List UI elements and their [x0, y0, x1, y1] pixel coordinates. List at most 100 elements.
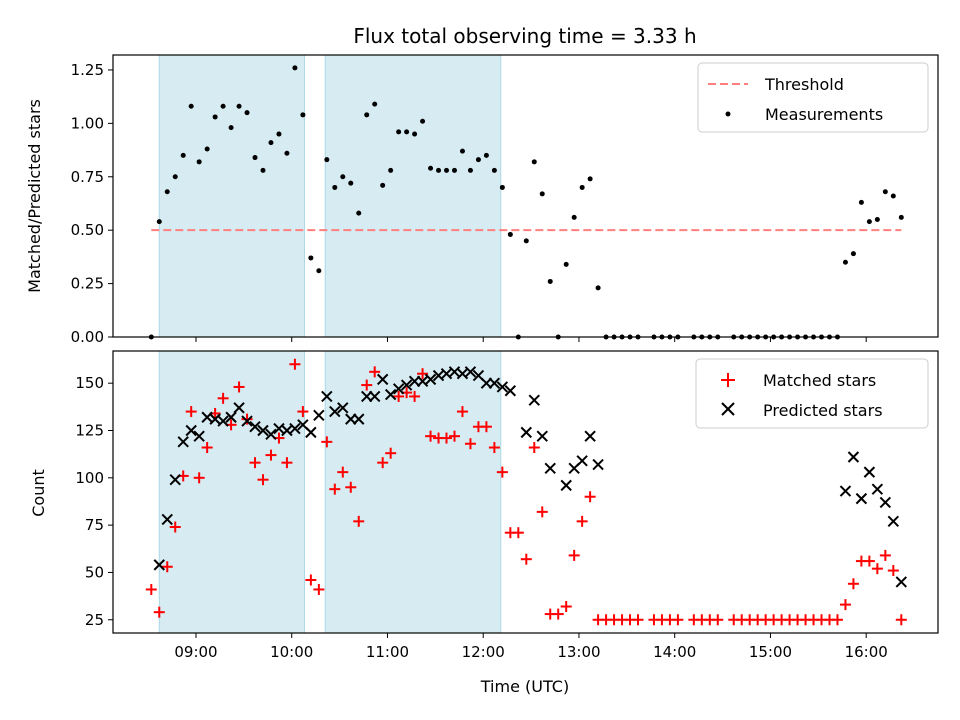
measurement-point — [858, 199, 864, 205]
x-tick-label: 14:00 — [653, 643, 696, 661]
predicted-star-point — [321, 390, 333, 403]
measurement-point — [300, 112, 306, 118]
matched-star-point — [512, 527, 524, 539]
x-tick-label: 11:00 — [366, 643, 409, 661]
matched-star-point — [584, 491, 596, 503]
top-y-tick-label: 0.00 — [71, 328, 104, 346]
matched-star-point — [169, 521, 181, 533]
measurement-point — [475, 157, 481, 163]
measurement-point — [436, 167, 442, 173]
predicted-marker-b — [249, 420, 261, 433]
predicted-star-point — [313, 409, 325, 422]
measurement-point — [372, 101, 378, 107]
predicted-marker-b — [153, 559, 165, 571]
predicted-marker-b — [185, 424, 197, 437]
matched-star-point — [895, 614, 907, 626]
measurement-point — [396, 129, 402, 135]
matched-star-point — [313, 583, 325, 595]
predicted-marker-b — [193, 430, 205, 442]
measurement-point — [882, 189, 888, 195]
x-tick-label: 15:00 — [749, 643, 792, 661]
measurement-point — [898, 214, 904, 220]
top-y-tick-label: 0.25 — [71, 275, 104, 293]
matched-star-point — [409, 390, 421, 402]
matched-star-point — [712, 614, 724, 626]
measurement-point — [499, 184, 505, 190]
measurement-point — [874, 217, 880, 222]
predicted-marker-b — [432, 369, 445, 382]
predicted-marker-b — [887, 515, 900, 528]
predicted-star-point — [257, 424, 269, 437]
measurement-point — [388, 167, 394, 173]
predicted-star-point — [488, 377, 501, 389]
predicted-marker-b — [321, 390, 333, 403]
top-y-tick-label: 1.25 — [71, 61, 104, 79]
predicted-star-point — [241, 415, 253, 427]
measurement-point — [172, 174, 178, 180]
predicted-marker-b — [544, 462, 556, 475]
measurement-point — [308, 255, 314, 261]
measurement-point — [156, 219, 162, 225]
matched-star-point — [568, 549, 580, 561]
matched-star-point — [520, 553, 532, 565]
measurement-point — [164, 189, 170, 195]
measurement-point — [220, 103, 226, 109]
predicted-star-point — [368, 390, 381, 403]
measurement-point — [587, 176, 593, 182]
matched-star-point — [576, 515, 588, 527]
legend-threshold-label: Threshold — [764, 75, 844, 94]
measurement-point — [180, 152, 186, 158]
measurement-point — [507, 231, 513, 237]
predicted-marker-b — [879, 496, 892, 509]
predicted-marker-b — [488, 377, 501, 389]
measurement-point — [842, 259, 848, 265]
predicted-star-point — [193, 430, 205, 442]
matched-star-point — [393, 390, 405, 402]
measurement-point — [547, 278, 553, 284]
bottom-legend-box — [695, 358, 929, 429]
predicted-marker-b — [536, 430, 548, 442]
predicted-marker-b — [528, 394, 540, 406]
top-x-ticks — [195, 337, 867, 342]
predicted-marker-b — [257, 424, 269, 437]
matched-star-point — [496, 466, 508, 478]
measurement-point — [420, 118, 426, 124]
predicted-star-point — [544, 462, 556, 475]
matched-star-point — [528, 442, 540, 454]
predicted-star-point — [329, 405, 341, 418]
predicted-star-point — [153, 559, 165, 571]
top-shaded-intervals — [158, 54, 502, 338]
predicted-marker-b — [392, 383, 405, 395]
predicted-marker-b — [305, 426, 317, 439]
predicted-star-point — [169, 473, 181, 486]
measurement-point — [459, 148, 465, 154]
bottom-y-tick-label: 75 — [85, 516, 104, 534]
measurement-point — [236, 103, 242, 109]
predicted-marker-b — [855, 492, 868, 505]
bottom-legend: Matched stars Predicted stars — [695, 358, 929, 429]
predicted-star-point — [871, 483, 884, 495]
matched-star-point — [201, 442, 213, 454]
matched-star-point — [425, 430, 437, 442]
predicted-star-point — [217, 415, 229, 427]
predicted-star-point — [592, 458, 604, 471]
x-tick-label: 13:00 — [557, 643, 600, 661]
matched-star-point — [632, 614, 644, 626]
predicted-marker-b — [281, 424, 293, 437]
predicted-star-point — [225, 411, 237, 423]
matched-star-point — [145, 583, 157, 595]
predicted-marker-b — [863, 466, 876, 478]
matched-star-point — [345, 481, 357, 493]
matched-star-point — [369, 366, 381, 378]
measurement-point — [204, 146, 210, 152]
predicted-marker-b — [456, 368, 469, 380]
predicted-marker-b — [161, 513, 173, 526]
measurement-point — [428, 165, 434, 171]
bottom-x-axis: 09:00 10:00 11:00 12:00 13:00 14:00 15:00 16:00 — [174, 633, 888, 661]
measurement-point — [196, 159, 202, 165]
bottom-y-tick-label: 50 — [85, 563, 104, 581]
measurement-point — [531, 159, 537, 165]
measurement-point — [188, 103, 194, 109]
matched-star-point — [305, 574, 317, 586]
